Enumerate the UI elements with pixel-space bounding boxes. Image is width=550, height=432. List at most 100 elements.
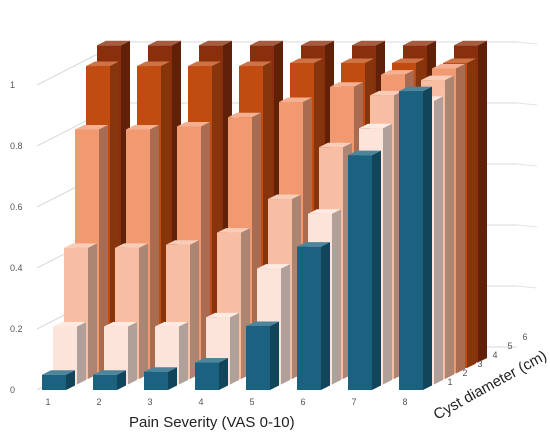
bar-top-face <box>228 112 261 118</box>
bar-side-face <box>456 64 465 374</box>
bar-top-face <box>297 242 330 247</box>
bar-side-face <box>168 367 177 390</box>
bar-top-face <box>392 58 425 63</box>
bar-side-face <box>66 370 75 390</box>
y-tick-label: 1 <box>10 80 15 90</box>
bar-row1-col1 <box>42 370 75 390</box>
bar-side-face <box>150 125 159 374</box>
side-gridline <box>516 163 538 167</box>
bar-side-face <box>434 96 443 385</box>
bar-row1-col5 <box>246 321 279 390</box>
bar-top-face <box>199 40 232 46</box>
bar-top-face <box>42 370 75 375</box>
bar-side-face <box>230 312 239 385</box>
bar-top-face <box>319 142 352 148</box>
bar-top-face <box>370 90 403 96</box>
x-tick-label: 3 <box>147 397 152 407</box>
bar-top-face <box>257 264 290 269</box>
bar-top-face <box>381 70 414 75</box>
bar-side-face <box>190 240 199 379</box>
y-tick-label: 0.2 <box>10 324 23 334</box>
z-tick-label: 6 <box>522 332 527 342</box>
bar-top-face <box>348 150 381 156</box>
bar-side-face <box>88 243 97 379</box>
y-tick-label: 0.6 <box>10 202 23 212</box>
bar-side-face <box>445 75 454 379</box>
bar-top-face <box>115 243 148 248</box>
bar-side-face <box>423 86 432 390</box>
bar-top-face <box>93 370 126 375</box>
bar-top-face <box>166 240 199 245</box>
bar-top-face <box>148 40 181 46</box>
z-tick-label: 2 <box>462 368 467 378</box>
bar-row1-col4 <box>195 358 228 390</box>
x-tick-label: 5 <box>249 397 254 407</box>
bar-front-face <box>348 155 372 390</box>
bar-top-face <box>330 82 363 87</box>
x-tick-label: 4 <box>198 397 203 407</box>
bar-top-face <box>64 243 97 248</box>
bar-top-face <box>421 75 454 81</box>
side-gridline <box>516 41 538 45</box>
bar-side-face <box>372 150 381 390</box>
bar-layer <box>42 40 487 390</box>
bar-row1-col7 <box>348 150 381 390</box>
bar-side-face <box>77 322 86 385</box>
bar-front-face <box>93 374 117 390</box>
bar-top-face <box>399 86 432 92</box>
bar-top-face <box>432 64 465 69</box>
z-tick-label: 4 <box>492 350 497 360</box>
bar-top-face <box>177 121 210 127</box>
bar-top-face <box>75 125 108 130</box>
bar-top-face <box>301 40 334 46</box>
x-tick-label: 6 <box>300 397 305 407</box>
bar-top-face <box>53 322 86 327</box>
bar-top-face <box>250 40 283 46</box>
bar-top-face <box>246 321 279 326</box>
bar-top-face <box>359 123 392 129</box>
y-tick-label: 0.4 <box>10 263 23 273</box>
bar-front-face <box>42 374 66 390</box>
bar-top-face <box>86 61 119 67</box>
bar-side-face <box>467 58 476 368</box>
bar-top-face <box>126 125 159 130</box>
bar-row1-col6 <box>297 242 330 390</box>
bar-front-face <box>195 362 219 390</box>
bar-top-face <box>137 61 170 67</box>
bar-top-face <box>279 97 312 103</box>
bar-top-face <box>155 322 188 327</box>
bar-front-face <box>246 325 270 390</box>
bar-row1-col2 <box>93 370 126 390</box>
bar-top-face <box>403 40 436 46</box>
bar-side-face <box>201 121 210 374</box>
bar-front-face <box>297 246 321 390</box>
x-tick-label: 2 <box>96 397 101 407</box>
x-tick-label: 8 <box>402 397 407 407</box>
side-gridline <box>516 102 538 106</box>
bar-side-face <box>321 242 330 390</box>
bar-row1-col3 <box>144 367 177 390</box>
bar-side-face <box>117 370 126 390</box>
bar-top-face <box>195 358 228 363</box>
bar-top-face <box>188 61 221 67</box>
bar-side-face <box>128 322 137 385</box>
bar-top-face <box>97 40 130 46</box>
bar-top-face <box>268 194 301 200</box>
bar-top-face <box>104 322 137 327</box>
bar-front-face <box>399 91 423 390</box>
bar-side-face <box>270 321 279 390</box>
bar-top-face <box>206 312 239 318</box>
bar-side-face <box>99 125 108 374</box>
bar-side-face <box>281 264 290 385</box>
bar-front-face <box>144 371 168 390</box>
bar-side-face <box>139 243 148 379</box>
bar-top-face <box>239 61 272 67</box>
side-gridline <box>516 224 538 228</box>
z-tick-label: 3 <box>477 359 482 369</box>
z-tick-label: 5 <box>507 341 512 351</box>
x-tick-label: 7 <box>351 397 356 407</box>
bar-top-face <box>454 40 487 46</box>
